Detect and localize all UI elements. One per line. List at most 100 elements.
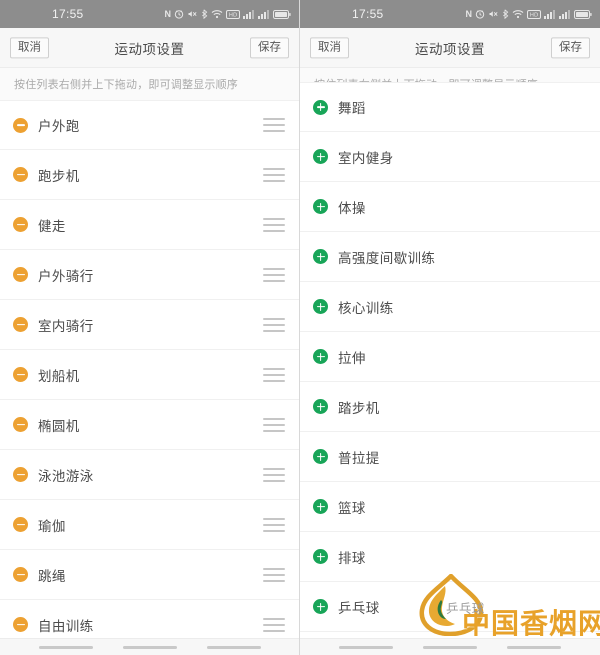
signal-icon-2 — [559, 9, 571, 19]
wifi-icon — [211, 9, 223, 19]
nfc-icon: N — [164, 8, 172, 19]
list-item[interactable]: 户外跑 — [0, 100, 299, 150]
list-item[interactable]: 室内健身 — [300, 132, 600, 182]
drag-handle-icon[interactable] — [263, 567, 285, 582]
selected-sports-list: 户外跑 跑步机 健走 户外骑行 室内骑行 — [0, 100, 299, 650]
list-item[interactable]: 跑步机 — [0, 150, 299, 200]
wifi-icon — [512, 9, 524, 19]
nav-recents-icon[interactable] — [339, 645, 393, 649]
signal-icon-2 — [258, 9, 270, 19]
minus-circle-icon[interactable] — [13, 317, 28, 332]
plus-circle-icon[interactable] — [313, 199, 328, 214]
plus-circle-icon[interactable] — [313, 449, 328, 464]
nav-home-icon[interactable] — [423, 645, 477, 649]
list-item-label: 健走 — [38, 218, 66, 234]
plus-circle-icon[interactable] — [313, 249, 328, 264]
phone-screenshot-right: 17:55 N HD — [300, 0, 600, 655]
minus-circle-icon[interactable] — [13, 517, 28, 532]
drag-handle-icon[interactable] — [263, 267, 285, 282]
status-bar-clock: 17:55 — [352, 7, 384, 21]
list-item-label: 自由训练 — [38, 618, 94, 634]
plus-circle-icon[interactable] — [313, 99, 328, 115]
list-item[interactable]: 泳池游泳 — [0, 450, 299, 500]
drag-handle-icon[interactable] — [263, 118, 285, 132]
list-item[interactable]: 体操 — [300, 182, 600, 232]
nav-home-icon[interactable] — [122, 645, 177, 649]
plus-circle-icon[interactable] — [313, 149, 328, 164]
plus-circle-icon[interactable] — [313, 349, 328, 364]
minus-circle-icon[interactable] — [13, 467, 28, 482]
list-item[interactable]: 舞蹈 — [300, 82, 600, 132]
list-item[interactable]: 健走 — [0, 200, 299, 250]
available-sports-list: 舞蹈 室内健身 体操 高强度间歇训练 核心训练 拉伸 — [300, 82, 600, 655]
minus-circle-icon[interactable] — [13, 217, 28, 232]
mute-icon — [187, 9, 198, 19]
cancel-button[interactable]: 取消 — [10, 36, 49, 59]
svg-text:HD: HD — [530, 12, 538, 18]
save-button[interactable]: 保存 — [551, 36, 590, 59]
svg-text:HD: HD — [229, 12, 237, 18]
save-button[interactable]: 保存 — [250, 36, 289, 59]
list-item[interactable]: 瑜伽 — [0, 500, 299, 550]
battery-icon — [574, 9, 592, 19]
alarm-icon — [174, 9, 184, 19]
nfc-icon: N — [465, 8, 473, 19]
minus-circle-icon[interactable] — [13, 117, 28, 133]
list-item[interactable]: 排球 — [300, 532, 600, 582]
nav-back-icon[interactable] — [206, 645, 261, 649]
plus-circle-icon[interactable] — [313, 399, 328, 414]
app-header-right: 取消 运动项设置 保存 — [300, 28, 600, 68]
signal-icon-1 — [243, 9, 255, 19]
list-item[interactable]: 椭圆机 — [0, 400, 299, 450]
list-item-label: 户外跑 — [38, 119, 80, 134]
nav-recents-icon[interactable] — [38, 645, 93, 649]
list-item[interactable]: 室内骑行 — [0, 300, 299, 350]
list-item-label: 椭圆机 — [38, 418, 80, 434]
list-item[interactable]: 高强度间歇训练 — [300, 232, 600, 282]
drag-handle-icon[interactable] — [263, 417, 285, 432]
list-item[interactable]: 跳绳 — [0, 550, 299, 600]
drag-handle-icon[interactable] — [263, 367, 285, 382]
list-item-label: 乒乓球 — [338, 600, 380, 616]
list-item-label: 跳绳 — [38, 568, 66, 584]
minus-circle-icon[interactable] — [13, 367, 28, 382]
list-item[interactable]: 普拉提 — [300, 432, 600, 482]
list-item-label: 排球 — [338, 550, 366, 566]
status-bar: 17:55 N HD — [300, 0, 600, 28]
list-item[interactable]: 核心训练 — [300, 282, 600, 332]
plus-circle-icon[interactable] — [313, 499, 328, 514]
bluetooth-icon — [201, 9, 208, 19]
list-item-label: 舞蹈 — [338, 101, 366, 116]
list-item-label: 踏步机 — [338, 400, 380, 416]
list-item-label: 体操 — [338, 200, 366, 216]
drag-handle-icon[interactable] — [263, 467, 285, 482]
system-nav-bar-left — [0, 638, 299, 655]
plus-circle-icon[interactable] — [313, 599, 328, 614]
status-bar-icon-group: N HD — [165, 9, 292, 19]
minus-circle-icon[interactable] — [13, 267, 28, 282]
list-item-label: 室内健身 — [338, 150, 394, 166]
reorder-hint-left: 按住列表右侧并上下拖动，即可调整显示顺序 — [0, 68, 299, 100]
plus-circle-icon[interactable] — [313, 549, 328, 564]
minus-circle-icon[interactable] — [13, 167, 28, 182]
list-item[interactable]: 划船机 — [0, 350, 299, 400]
signal-icon-1 — [544, 9, 556, 19]
list-item[interactable]: 踏步机 — [300, 382, 600, 432]
nav-back-icon[interactable] — [507, 645, 561, 649]
list-item[interactable]: 乒乓球 — [300, 582, 600, 632]
minus-circle-icon[interactable] — [13, 617, 28, 632]
drag-handle-icon[interactable] — [263, 217, 285, 232]
list-item[interactable]: 户外骑行 — [0, 250, 299, 300]
plus-circle-icon[interactable] — [313, 299, 328, 314]
minus-circle-icon[interactable] — [13, 567, 28, 582]
drag-handle-icon[interactable] — [263, 317, 285, 332]
app-header-left: 取消 运动项设置 保存 — [0, 28, 299, 68]
system-nav-bar-right — [300, 638, 600, 655]
list-item[interactable]: 篮球 — [300, 482, 600, 532]
minus-circle-icon[interactable] — [13, 417, 28, 432]
drag-handle-icon[interactable] — [263, 517, 285, 532]
cancel-button[interactable]: 取消 — [310, 36, 349, 59]
drag-handle-icon[interactable] — [263, 617, 285, 632]
list-item[interactable]: 拉伸 — [300, 332, 600, 382]
drag-handle-icon[interactable] — [263, 167, 285, 182]
